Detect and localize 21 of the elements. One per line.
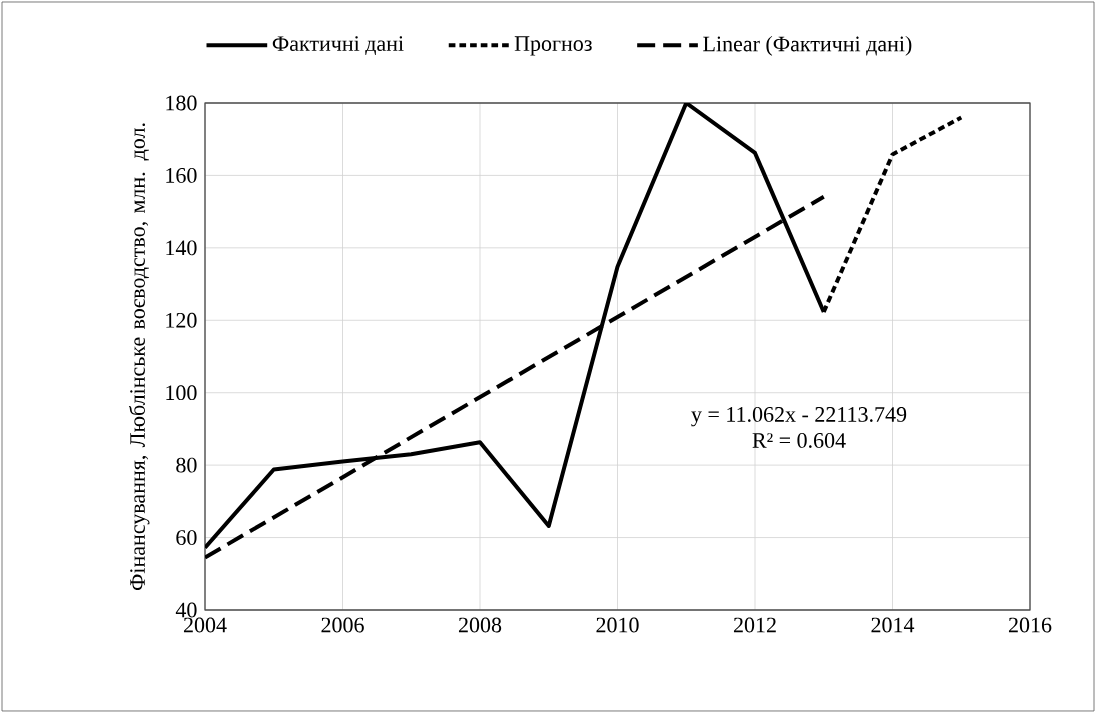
- x-tick-label: 2008: [458, 617, 502, 633]
- y-axis-title: Фінансування, Люблінське воєводство, млн. дол.: [128, 123, 150, 591]
- legend-label: Прогноз: [514, 36, 592, 56]
- y-tick-label: 160: [166, 167, 197, 183]
- x-tick-label: 2010: [596, 617, 639, 633]
- y-tick-label: 60: [176, 530, 197, 545]
- x-tick-label: 2014: [871, 617, 915, 633]
- x-tick-label: 2016: [1008, 617, 1052, 633]
- y-tick-label: 100: [166, 385, 197, 401]
- annotation: R² = 0.604: [752, 432, 846, 448]
- x-tick-label: 2004: [183, 617, 227, 633]
- y-tick-label: 140: [166, 240, 197, 256]
- legend-label: Linear (Фактичні дані): [703, 35, 912, 56]
- annotation: y = 11.062x - 22113.749: [691, 406, 907, 427]
- y-tick-label: 120: [166, 312, 197, 328]
- y-tick-label: 40: [175, 602, 197, 618]
- x-tick-label: 2012: [733, 617, 776, 633]
- legend-label: Фактичні дані: [272, 36, 404, 56]
- y-tick-label: 80: [176, 457, 197, 473]
- x-tick-label: 2006: [321, 617, 364, 633]
- y-tick-label: 180: [166, 95, 197, 111]
